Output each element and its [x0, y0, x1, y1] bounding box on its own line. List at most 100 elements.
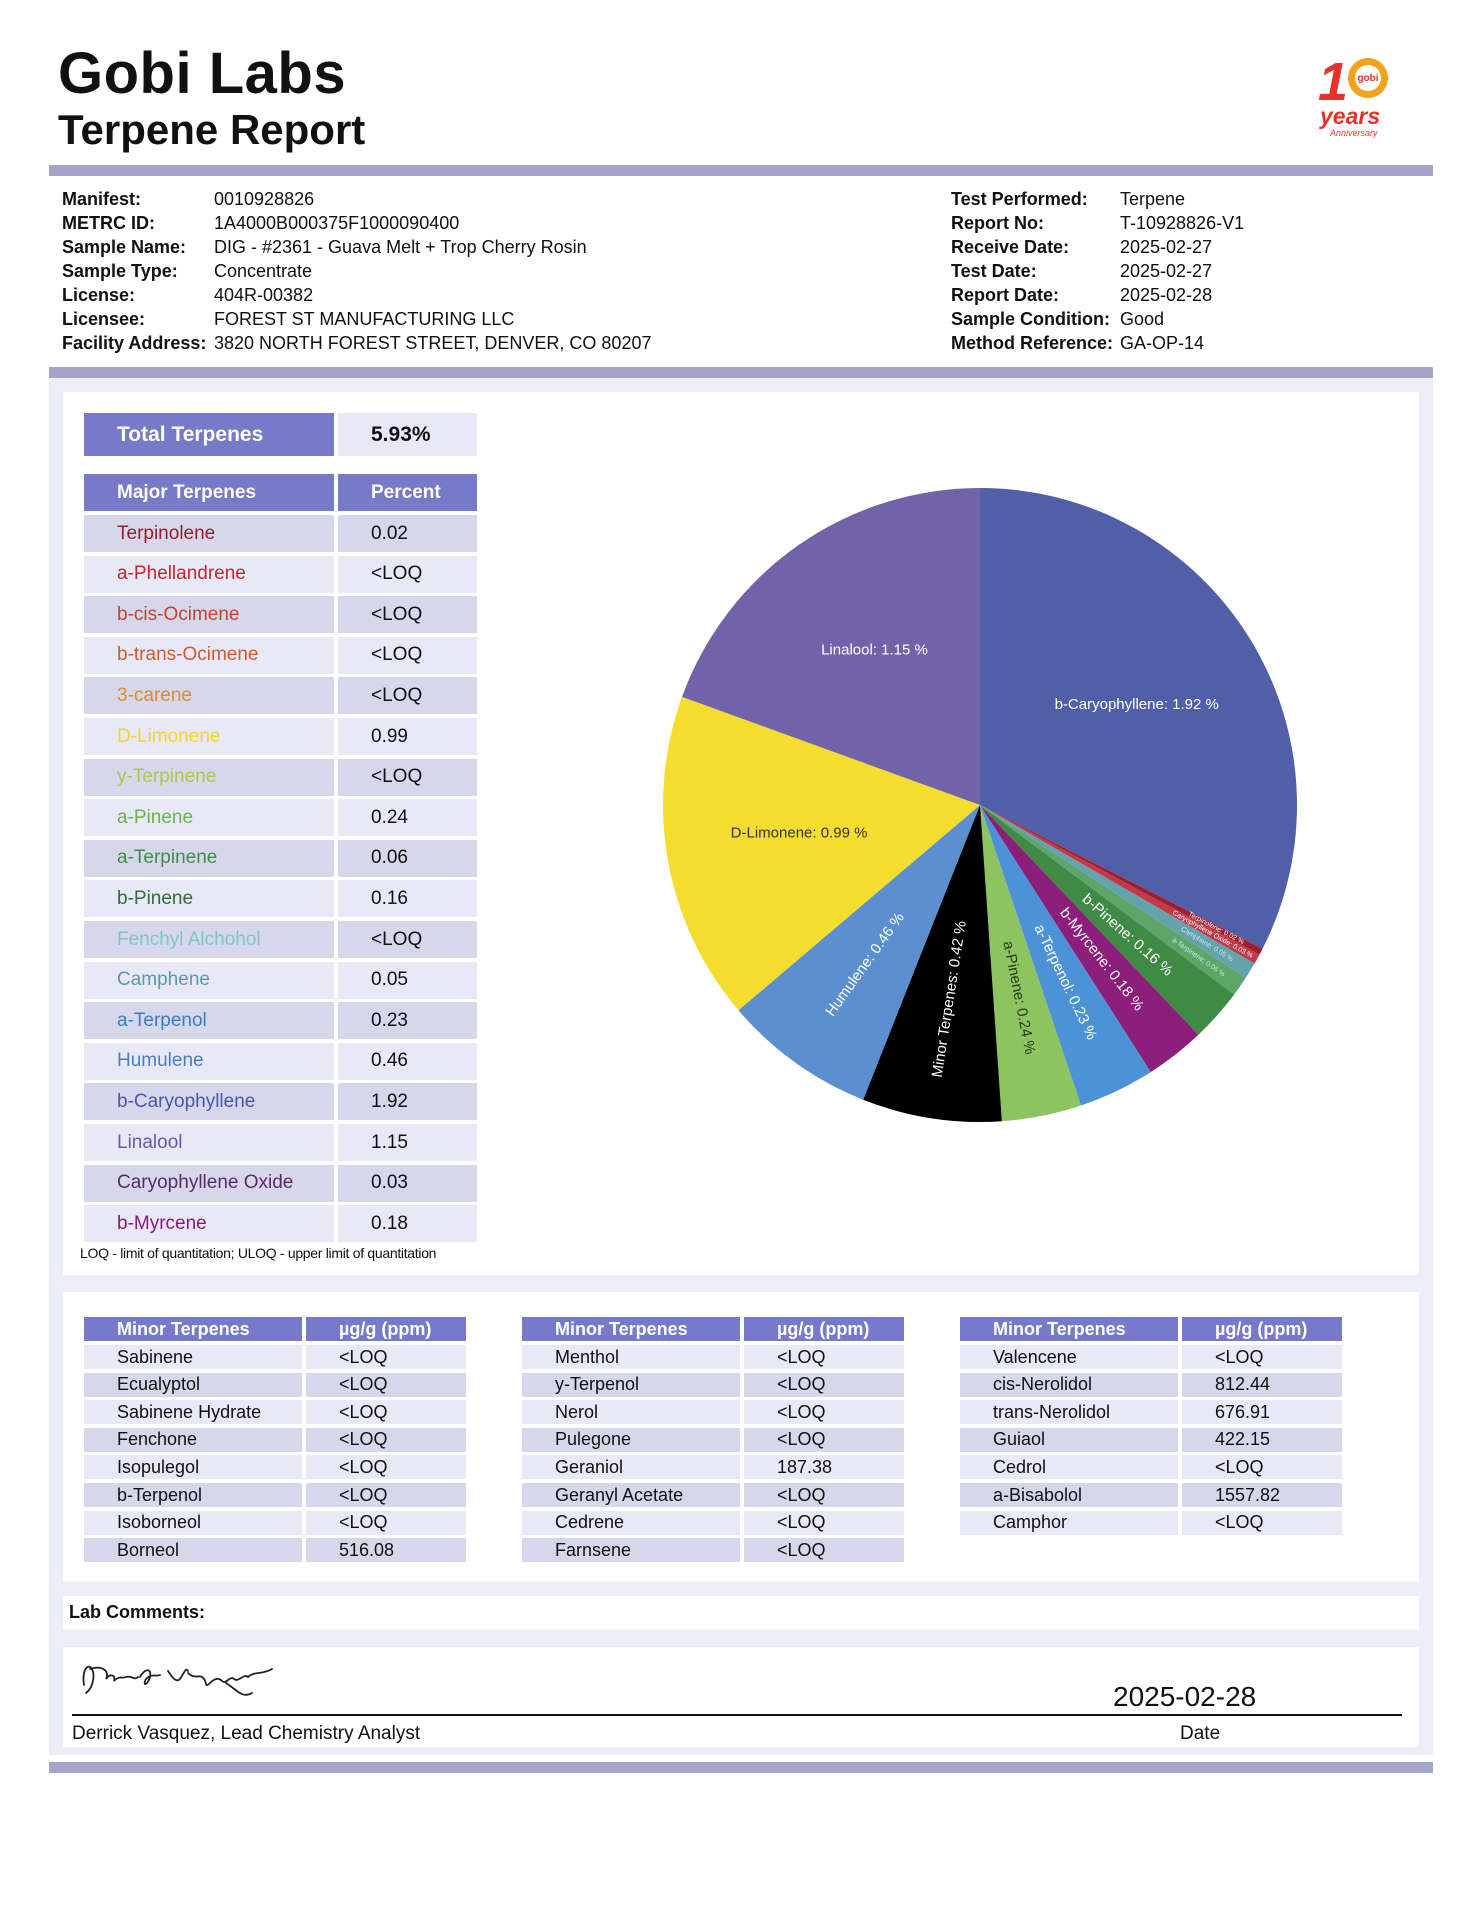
minor-col-ppm-header: µg/g (ppm): [1182, 1317, 1342, 1341]
major-terpene-percent: 0.05: [338, 961, 477, 999]
major-terpene-name: b-Pinene: [84, 880, 334, 918]
major-terpene-percent: 0.46: [338, 1042, 477, 1080]
pie-slice-linalool: [682, 488, 980, 805]
test-info-value: 2025-02-27: [1120, 237, 1213, 257]
minor-terpene-ppm: <LOQ: [744, 1510, 904, 1535]
minor-terpene-name: Nerol: [522, 1400, 740, 1425]
major-terpene-percent: 0.24: [338, 799, 477, 837]
signature-image: [82, 1665, 273, 1696]
minor-terpene-ppm: 676.91: [1182, 1400, 1342, 1425]
minor-terpene-name: Cedrol: [960, 1455, 1178, 1480]
comments-panel: [49, 1590, 1433, 1755]
test-info-row: Report Date: 2025-02-28: [951, 283, 1244, 307]
sample-info: Manifest: 0010928826 METRC ID: 1A4000B00037…: [62, 187, 651, 355]
sample-info-row: License: 404R-00382: [62, 283, 651, 307]
major-terpene-percent: 0.02: [338, 515, 477, 552]
test-info-label: Test Performed:: [951, 189, 1088, 209]
anniversary-logo: 1 gobi years Anniversary: [1316, 44, 1406, 144]
minor-terpene-name: Farnsene: [522, 1538, 740, 1563]
signature-date: 2025-02-28: [1113, 1681, 1257, 1712]
minor-terpene-name: Isopulegol: [84, 1455, 302, 1480]
minor-terpene-name: Ecualyptol: [84, 1372, 302, 1397]
test-info-row: Receive Date: 2025-02-27: [951, 235, 1244, 259]
minor-terpene-name: trans-Nerolidol: [960, 1400, 1178, 1425]
major-terpene-name: b-Caryophyllene: [84, 1083, 334, 1121]
minor-terpene-ppm: <LOQ: [306, 1455, 466, 1480]
minor-terpene-ppm: 516.08: [306, 1538, 466, 1563]
logo-sub-text: Anniversary: [1329, 128, 1378, 138]
minor-terpene-name: Geranyl Acetate: [522, 1483, 740, 1507]
minor-terpene-name: y-Terpenol: [522, 1372, 740, 1397]
minor-terpene-name: Camphor: [960, 1510, 1178, 1535]
minor-terpene-ppm: <LOQ: [306, 1427, 466, 1452]
test-info-row: Sample Condition: Good: [951, 307, 1244, 331]
sample-info-row: Manifest: 0010928826: [62, 187, 651, 211]
minor-terpene-ppm: <LOQ: [306, 1400, 466, 1425]
minor-terpene-name: Sabinene: [84, 1345, 302, 1369]
logo-badge-text: gobi: [1357, 73, 1378, 84]
major-terpene-percent: <LOQ: [338, 636, 477, 674]
minor-terpene-name: Geraniol: [522, 1455, 740, 1480]
major-terpene-percent: <LOQ: [338, 677, 477, 715]
minor-col-ppm-header: µg/g (ppm): [744, 1317, 904, 1341]
minor-col-ppm-header: µg/g (ppm): [306, 1317, 466, 1341]
minor-terpene-name: cis-Nerolidol: [960, 1372, 1178, 1397]
major-terpene-name: Caryophyllene Oxide: [84, 1164, 334, 1202]
test-info-label: Report No:: [951, 213, 1044, 233]
major-terpene-percent: 0.06: [338, 839, 477, 877]
footer-divider: [49, 1762, 1433, 1773]
minor-terpene-name: Pulegone: [522, 1427, 740, 1452]
minor-terpene-ppm: <LOQ: [744, 1427, 904, 1452]
major-terpene-name: a-Pinene: [84, 799, 334, 837]
pie-label: Linalool: 1.15 %: [821, 641, 928, 658]
major-terpene-percent: 0.03: [338, 1164, 477, 1202]
sample-info-label: Facility Address:: [62, 333, 207, 353]
major-terpene-name: Camphene: [84, 961, 334, 999]
test-info-label: Test Date:: [951, 261, 1037, 281]
pie-slice-b-myrcene: [980, 805, 1199, 1073]
test-info: Test Performed: Terpene Report No: T-109288…: [951, 187, 1244, 355]
sample-info-label: Manifest:: [62, 189, 142, 209]
pie-label: D-Limonene: 0.99 %: [731, 825, 868, 842]
minor-terpene-ppm: <LOQ: [744, 1345, 904, 1369]
major-terpene-name: D-Limonene: [84, 718, 334, 755]
major-terpene-percent: 1.92: [338, 1083, 477, 1121]
sample-info-row: METRC ID: 1A4000B000375F1000090400: [62, 211, 651, 235]
minor-terpene-ppm: <LOQ: [306, 1483, 466, 1507]
terpene-pie-chart: b-Caryophyllene: 1.92 %Terpinolene: 0.02…: [663, 488, 1297, 1122]
minor-terpene-ppm: <LOQ: [1182, 1455, 1342, 1480]
minor-terpene-name: Cedrene: [522, 1510, 740, 1535]
minor-terpene-ppm: 1557.82: [1182, 1483, 1342, 1507]
minor-terpene-name: Valencene: [960, 1345, 1178, 1369]
signature-line: [72, 1714, 1402, 1716]
sample-info-row: Sample Type: Concentrate: [62, 259, 651, 283]
major-terpene-name: Terpinolene: [84, 515, 334, 552]
pie-slice-d-limonene: [663, 696, 980, 1011]
test-info-row: Report No: T-10928826-V1: [951, 211, 1244, 235]
logo-years-text: years: [1319, 103, 1380, 129]
total-terpenes-value: 5.93%: [338, 413, 477, 456]
test-info-label: Sample Condition:: [951, 309, 1110, 329]
info-divider: [49, 367, 1433, 378]
test-info-value: T-10928826-V1: [1120, 213, 1245, 233]
pie-slice-a-terpinene: [980, 805, 1246, 995]
major-terpene-name: a-Terpenol: [84, 1002, 334, 1040]
major-terpene-percent: 0.99: [338, 718, 477, 755]
major-terpene-percent: 0.23: [338, 1002, 477, 1040]
minor-terpene-ppm: <LOQ: [306, 1345, 466, 1369]
sample-info-row: Sample Name: DIG - #2361 - Guava Melt + T…: [62, 235, 651, 259]
sample-info-value: FOREST ST MANUFACTURING LLC: [214, 309, 515, 329]
sample-info-row: Licensee: FOREST ST MANUFACTURING LLC: [62, 307, 651, 331]
minor-terpene-ppm: <LOQ: [306, 1372, 466, 1397]
sample-info-value: 1A4000B000375F1000090400: [214, 213, 460, 233]
svg-text:1: 1: [1318, 52, 1348, 112]
sample-info-label: Sample Name:: [62, 237, 187, 257]
major-col-name-header: Major Terpenes: [84, 474, 334, 511]
minor-terpene-ppm: <LOQ: [744, 1400, 904, 1425]
major-terpene-name: b-cis-Ocimene: [84, 596, 334, 634]
header-divider: [49, 165, 1433, 176]
sample-info-label: METRC ID:: [62, 213, 155, 233]
minor-terpene-name: Menthol: [522, 1345, 740, 1369]
sample-info-value: 3820 NORTH FOREST STREET, DENVER, CO 802…: [214, 333, 652, 353]
minor-terpene-ppm: <LOQ: [744, 1372, 904, 1397]
